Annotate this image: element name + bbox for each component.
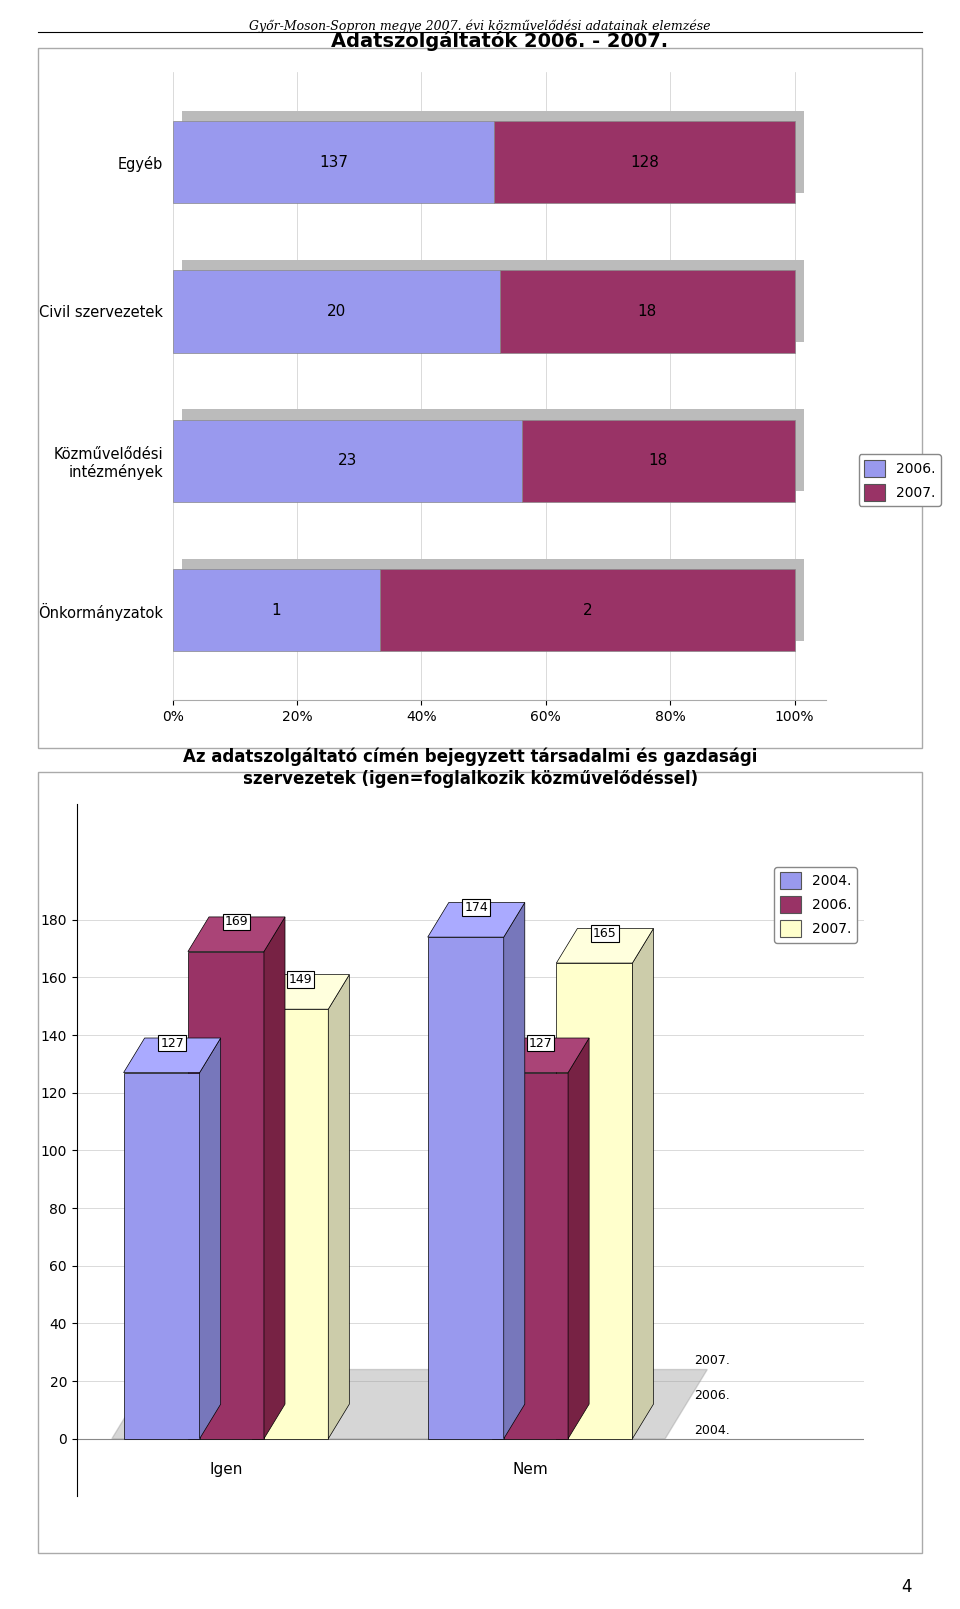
Text: 127: 127 <box>160 1036 184 1049</box>
Text: Igen: Igen <box>209 1461 243 1477</box>
Text: Nem: Nem <box>513 1461 548 1477</box>
Polygon shape <box>264 917 285 1438</box>
Polygon shape <box>557 964 633 1438</box>
Bar <box>182 111 804 193</box>
Polygon shape <box>124 1038 221 1073</box>
Bar <box>494 121 795 203</box>
Text: 2006.: 2006. <box>694 1389 731 1401</box>
Bar <box>173 420 521 502</box>
Polygon shape <box>124 1073 200 1438</box>
Text: 18: 18 <box>648 454 667 468</box>
Text: 2004.: 2004. <box>694 1424 731 1437</box>
Polygon shape <box>252 1009 328 1438</box>
Text: 1: 1 <box>272 603 281 618</box>
Text: 128: 128 <box>630 154 659 169</box>
Bar <box>173 121 494 203</box>
Text: 23: 23 <box>338 454 357 468</box>
Polygon shape <box>200 1038 221 1438</box>
Bar <box>173 270 500 352</box>
Text: 4: 4 <box>901 1578 912 1596</box>
Polygon shape <box>252 975 349 1009</box>
Polygon shape <box>492 1073 568 1438</box>
Legend: 2004., 2006., 2007.: 2004., 2006., 2007. <box>775 867 857 943</box>
Bar <box>521 420 795 502</box>
Polygon shape <box>557 928 654 964</box>
Polygon shape <box>428 936 504 1438</box>
Bar <box>173 570 380 652</box>
Text: 174: 174 <box>465 901 488 914</box>
Polygon shape <box>188 951 264 1438</box>
Legend: 2006., 2007.: 2006., 2007. <box>858 454 941 507</box>
Bar <box>500 270 795 352</box>
Polygon shape <box>188 917 285 951</box>
Bar <box>182 558 804 640</box>
Polygon shape <box>428 903 525 936</box>
Text: 18: 18 <box>637 304 657 319</box>
Text: 20: 20 <box>326 304 346 319</box>
Title: Az adatszolgáltató címén bejegyzett társadalmi és gazdasági
szervezetek (igen=fo: Az adatszolgáltató címén bejegyzett társ… <box>183 748 757 788</box>
Text: 169: 169 <box>225 916 249 928</box>
Bar <box>182 409 804 491</box>
Polygon shape <box>633 928 654 1438</box>
Polygon shape <box>112 1369 708 1438</box>
Polygon shape <box>492 1038 589 1073</box>
Text: 149: 149 <box>289 973 313 986</box>
Title: Adatszolgáltatók 2006. - 2007.: Adatszolgáltatók 2006. - 2007. <box>330 32 668 51</box>
Bar <box>380 570 795 652</box>
Bar <box>182 261 804 343</box>
Text: 137: 137 <box>319 154 348 169</box>
Text: 127: 127 <box>529 1036 552 1049</box>
Text: 165: 165 <box>593 927 616 940</box>
Text: 2: 2 <box>583 603 592 618</box>
Text: Győr-Moson-Sopron megye 2007. évi közművelődési adatainak elemzése: Győr-Moson-Sopron megye 2007. évi közműv… <box>250 19 710 32</box>
Text: 2007.: 2007. <box>694 1355 731 1368</box>
Polygon shape <box>328 975 349 1438</box>
Polygon shape <box>504 903 525 1438</box>
Polygon shape <box>568 1038 589 1438</box>
